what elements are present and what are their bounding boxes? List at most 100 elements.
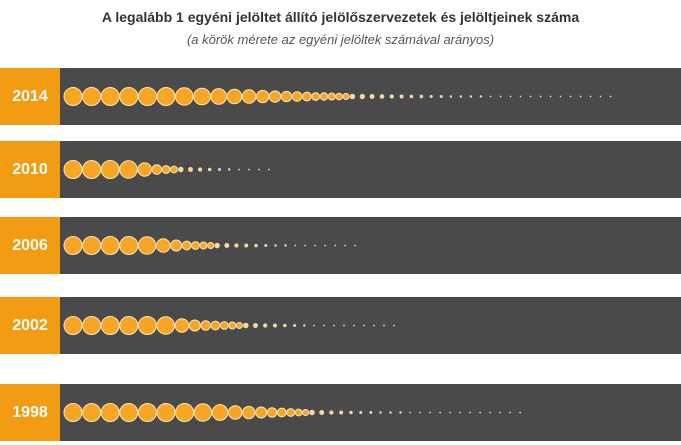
bubble-2002-19 <box>303 324 306 327</box>
bubble-track <box>60 297 681 354</box>
bubble-2006-12 <box>224 243 230 248</box>
bubble-1998-19 <box>329 410 334 415</box>
year-label: 2014 <box>0 68 60 125</box>
bubble-1998-4 <box>137 403 157 422</box>
bubble-2006-3 <box>119 236 139 255</box>
bubble-2002-14 <box>253 323 258 328</box>
bubble-2014-42 <box>559 95 562 98</box>
bubble-2002-27 <box>383 324 385 327</box>
bubble-2014-24 <box>379 94 385 99</box>
bubble-svg <box>63 87 612 106</box>
bubble-2006-13 <box>234 243 239 248</box>
bubble-2014-5 <box>156 87 176 106</box>
bubble-1998-31 <box>449 411 451 414</box>
bubble-1998-22 <box>359 410 363 415</box>
bubble-2014-22 <box>359 93 365 100</box>
bubble-2010-10 <box>197 167 203 172</box>
bubble-svg <box>63 316 395 335</box>
bubble-2002-20 <box>313 324 315 327</box>
bubble-1998-18 <box>319 410 325 415</box>
bubble-1998-7 <box>193 403 213 422</box>
bubble-2002-11 <box>228 321 237 330</box>
bubble-track <box>60 141 681 198</box>
bubble-1998-30 <box>439 411 441 414</box>
bubble-1998-12 <box>266 407 278 418</box>
bubble-2010-1 <box>82 160 102 179</box>
bubble-2010-3 <box>119 160 138 179</box>
bubble-2002-25 <box>363 324 365 327</box>
bubble-2014-4 <box>137 87 157 106</box>
bubble-2002-3 <box>119 316 139 335</box>
bubble-2014-37 <box>509 95 512 98</box>
bubble-2014-21 <box>349 93 356 100</box>
bubble-2014-15 <box>302 91 312 102</box>
bubble-1998-0 <box>63 403 83 422</box>
bubble-2002-0 <box>63 316 83 335</box>
bubble-2006-14 <box>244 243 249 248</box>
bubble-2014-17 <box>319 92 329 101</box>
bubble-1998-26 <box>399 411 402 414</box>
bubble-svg <box>63 236 357 255</box>
bubble-2014-6 <box>175 87 194 106</box>
bubble-2010-5 <box>151 164 163 175</box>
bubble-2002-2 <box>100 316 120 335</box>
bubble-2014-43 <box>569 95 572 98</box>
bubble-2014-8 <box>210 88 228 105</box>
bubble-2014-33 <box>469 95 473 98</box>
bubble-2014-40 <box>539 95 542 98</box>
bubble-2006-16 <box>264 243 268 248</box>
bubble-2014-23 <box>369 94 375 99</box>
bubble-2002-24 <box>353 324 355 327</box>
bubble-2002-15 <box>263 323 268 328</box>
bubble-2006-24 <box>344 244 347 247</box>
bubble-2002-13 <box>243 322 249 329</box>
bubble-2006-2 <box>100 236 120 255</box>
bubble-2010-7 <box>170 165 178 174</box>
bubble-2002-22 <box>333 324 335 327</box>
bubble-1998-13 <box>276 407 287 418</box>
bubble-2006-9 <box>199 241 208 250</box>
bubble-2006-25 <box>354 244 357 247</box>
bubble-2014-32 <box>459 95 463 98</box>
bubble-2002-26 <box>373 324 375 327</box>
bubble-2014-41 <box>549 95 552 98</box>
bubble-2006-18 <box>284 244 287 247</box>
bubble-2002-5 <box>156 316 175 335</box>
bubble-2006-11 <box>214 242 220 249</box>
bubble-2002-23 <box>343 324 345 327</box>
bubble-svg <box>63 160 270 179</box>
bubble-2014-3 <box>119 87 139 106</box>
bubble-1998-6 <box>175 403 195 422</box>
bubble-2014-47 <box>609 95 612 98</box>
bubble-2014-19 <box>335 92 343 101</box>
bubble-1998-35 <box>489 411 491 414</box>
bubble-1998-33 <box>469 411 471 414</box>
bubble-1998-8 <box>211 404 229 421</box>
bubble-2006-1 <box>82 236 102 255</box>
bubble-1998-16 <box>302 408 310 417</box>
bubble-2002-8 <box>200 320 211 331</box>
bubble-2014-18 <box>327 92 336 101</box>
bubble-2014-0 <box>63 87 83 106</box>
bubble-2010-14 <box>238 168 240 171</box>
bubble-1998-14 <box>286 408 296 417</box>
bubble-2014-27 <box>409 94 414 99</box>
bubble-1998-24 <box>379 411 382 414</box>
bubble-2006-8 <box>191 241 200 250</box>
bubble-2002-10 <box>219 321 229 330</box>
bubble-2006-23 <box>334 244 337 247</box>
bubble-2014-12 <box>268 90 282 103</box>
bubble-1998-27 <box>409 411 411 414</box>
bubble-2002-7 <box>188 319 201 332</box>
bubble-2002-9 <box>210 320 221 331</box>
bubble-svg <box>63 403 521 422</box>
bubble-2002-17 <box>283 323 287 328</box>
bubble-2010-17 <box>268 168 270 171</box>
bubble-2014-25 <box>389 94 394 99</box>
bubble-2014-10 <box>241 89 257 104</box>
row-2010: 2010 <box>0 141 681 198</box>
bubble-2014-35 <box>489 95 492 98</box>
bubble-2006-15 <box>254 243 258 248</box>
bubble-2014-9 <box>226 88 243 105</box>
bubble-2006-7 <box>181 240 192 251</box>
